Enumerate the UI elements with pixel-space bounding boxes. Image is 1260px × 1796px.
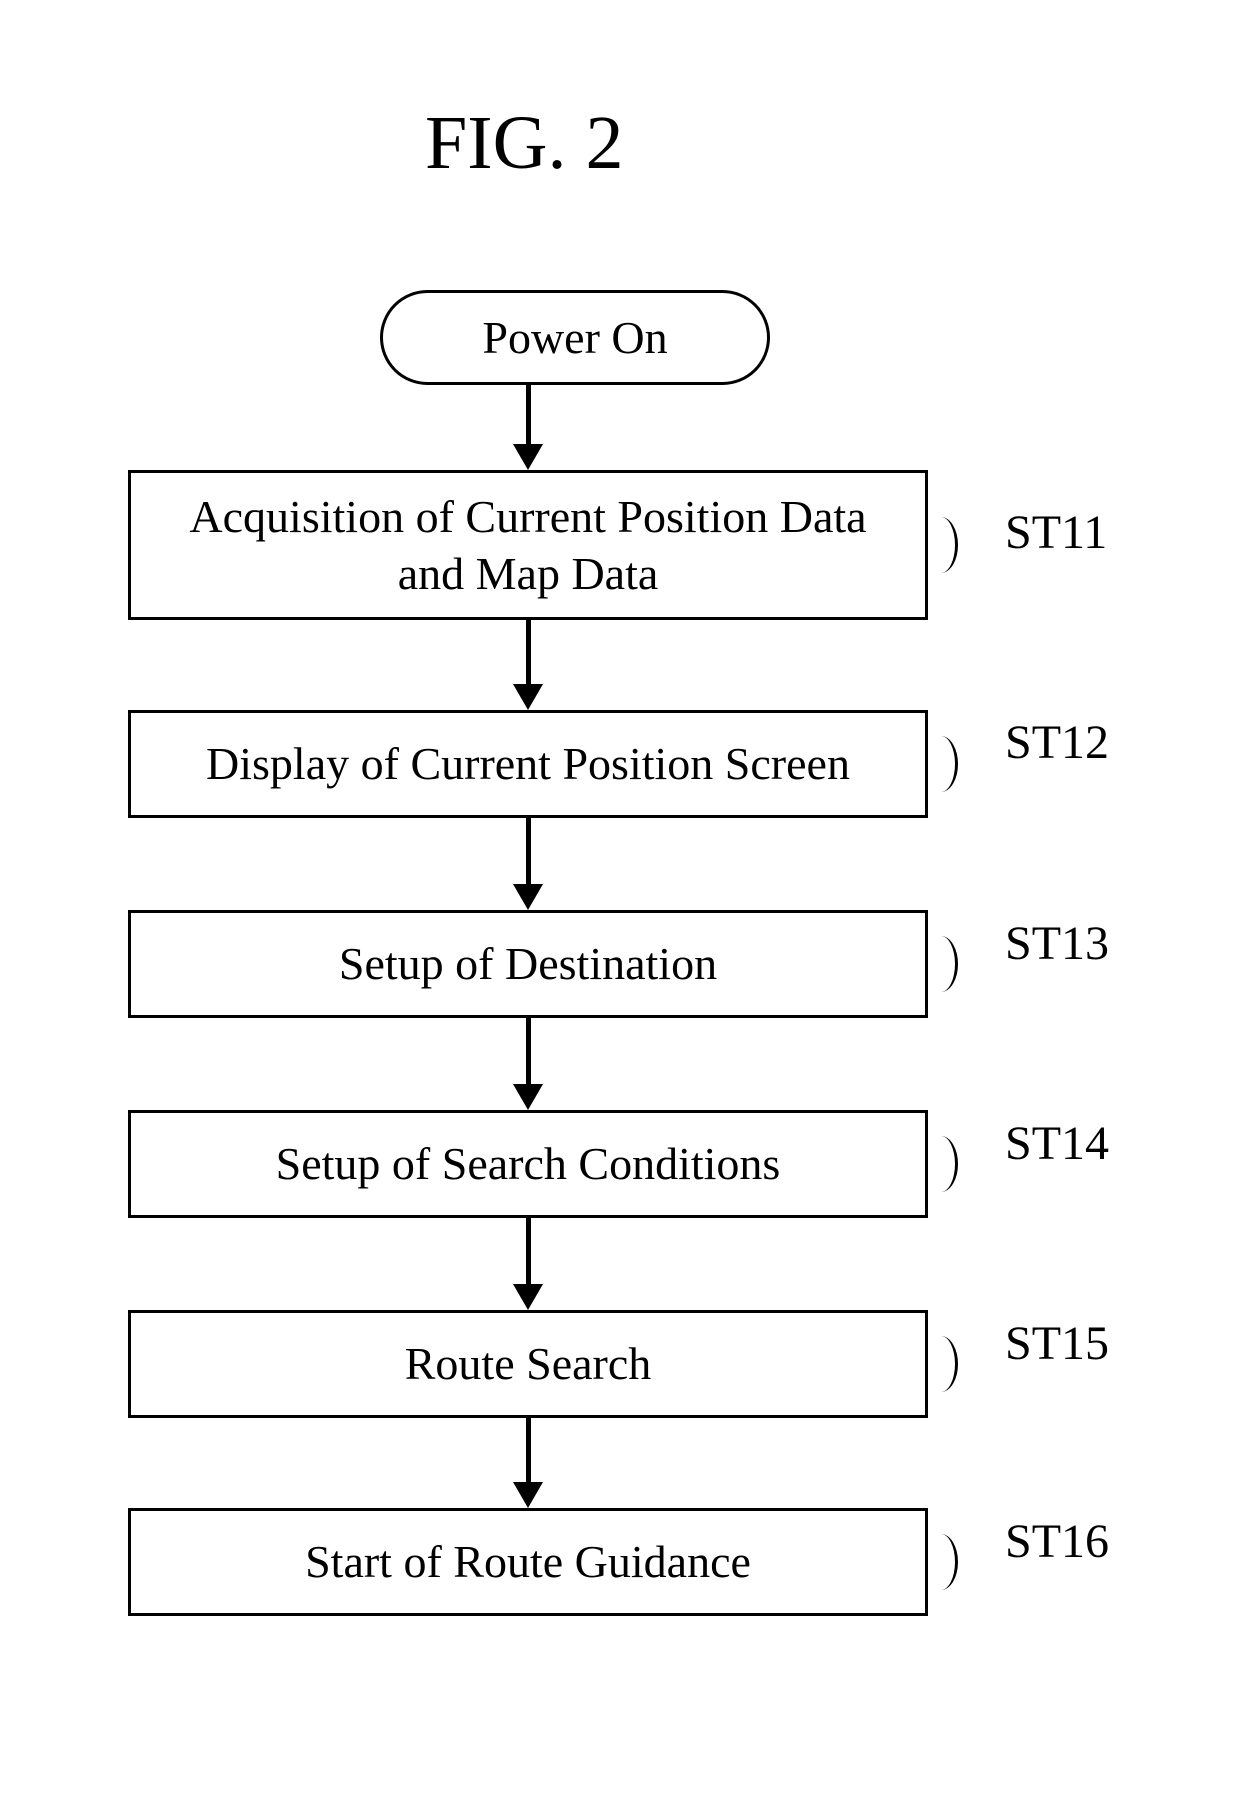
step-id-label: ST16 xyxy=(1005,1514,1109,1569)
process-step-label: Start of Route Guidance xyxy=(295,1533,761,1591)
arrow-shaft xyxy=(526,1018,531,1086)
process-step-label: Acquisition of Current Position Dataand … xyxy=(179,488,876,603)
connector-arc xyxy=(924,1336,958,1392)
figure-title: FIG. 2 xyxy=(425,100,623,187)
process-step-label: Setup of Search Conditions xyxy=(266,1135,791,1193)
connector-arc xyxy=(924,1136,958,1192)
step-id-label: ST12 xyxy=(1005,715,1109,770)
arrow-shaft xyxy=(526,818,531,886)
arrow-head-icon xyxy=(513,1084,543,1110)
flowchart-container: FIG. 2 Power On Acquisition of Current P… xyxy=(0,0,1260,1796)
process-step: Display of Current Position Screen xyxy=(128,710,928,818)
arrow-shaft xyxy=(526,1418,531,1484)
connector-arc xyxy=(924,736,958,792)
arrow-head-icon xyxy=(513,884,543,910)
process-step-label: Route Search xyxy=(395,1335,662,1393)
process-step: Setup of Destination xyxy=(128,910,928,1018)
arrow-head-icon xyxy=(513,1284,543,1310)
process-step-label: Setup of Destination xyxy=(329,935,727,993)
connector-arc xyxy=(924,936,958,992)
terminator-power-on: Power On xyxy=(380,290,770,385)
arrow-shaft xyxy=(526,1218,531,1286)
process-step: Route Search xyxy=(128,1310,928,1418)
arrow-head-icon xyxy=(513,1482,543,1508)
arrow-head-icon xyxy=(513,684,543,710)
terminator-label: Power On xyxy=(482,311,667,364)
connector-arc xyxy=(924,517,958,573)
process-step: Start of Route Guidance xyxy=(128,1508,928,1616)
process-step: Acquisition of Current Position Dataand … xyxy=(128,470,928,620)
process-step-label: Display of Current Position Screen xyxy=(196,735,860,793)
step-id-label: ST14 xyxy=(1005,1116,1109,1171)
step-id-label: ST15 xyxy=(1005,1316,1109,1371)
step-id-label: ST11 xyxy=(1005,505,1107,560)
arrow-head-icon xyxy=(513,444,543,470)
arrow-shaft xyxy=(526,620,531,686)
step-id-label: ST13 xyxy=(1005,916,1109,971)
process-step: Setup of Search Conditions xyxy=(128,1110,928,1218)
arrow-shaft xyxy=(526,385,531,446)
connector-arc xyxy=(924,1534,958,1590)
